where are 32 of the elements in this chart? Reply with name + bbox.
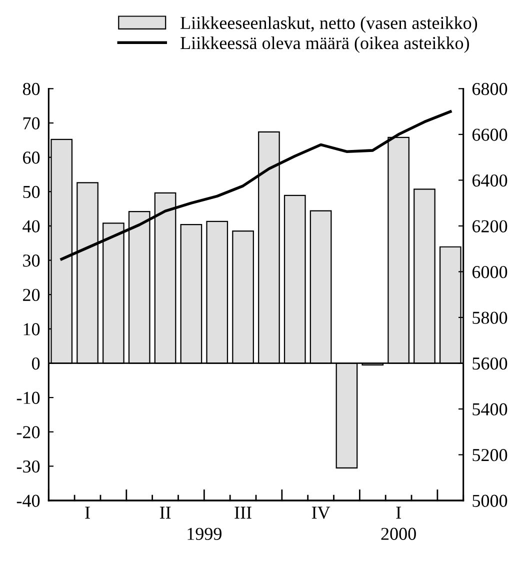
y2-tick-label: 6400 (472, 174, 508, 187)
y-tick-label: -30 (16, 460, 40, 473)
y2-tick-label: 6800 (472, 82, 508, 96)
y2-tick-label: 6200 (472, 220, 508, 232)
y-tick-label: -40 (16, 494, 40, 507)
y2-tick-label: 5800 (472, 312, 508, 324)
legend-label: Liikkeessä oleva määrä (oikea asteikko) (180, 36, 470, 53)
y-tick-label: 60 (23, 152, 40, 164)
y2-tick-label: 6600 (472, 128, 508, 141)
text: 2000 (381, 528, 416, 540)
y2-tick-label: 5600 (472, 357, 508, 370)
x-tick-label: III (234, 506, 252, 519)
x-tick-label: I (85, 506, 90, 519)
y-tick-label: 50 (23, 186, 40, 198)
y-tick-label: 70 (23, 117, 40, 130)
y-tick-label: 0 (32, 357, 40, 370)
x-tick-label: IV (312, 506, 330, 519)
y-tick-label: 80 (22, 82, 40, 96)
y-tick-label: -10 (16, 392, 40, 404)
y-tick-label: -20 (16, 426, 40, 438)
x-tick-label: I (396, 506, 401, 519)
legend-label: Liikkeeseenlaskut, netto (vasen asteikko) (180, 16, 478, 33)
y-tick-label: 40 (22, 220, 40, 232)
text: 1999 (188, 528, 222, 540)
y-tick-label: 30 (23, 254, 40, 267)
y2-tick-label: 5000 (472, 494, 508, 507)
x-tick-label: II (160, 506, 171, 519)
y2-tick-label: 6000 (472, 266, 508, 278)
y2-tick-label: 5200 (472, 448, 508, 462)
y-tick-label: 20 (23, 288, 40, 302)
y-tick-label: 10 (24, 323, 40, 336)
y2-tick-label: 5400 (472, 403, 508, 416)
